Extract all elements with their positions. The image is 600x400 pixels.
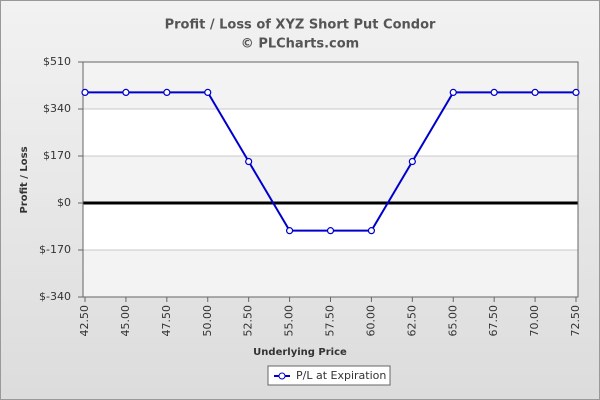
legend-box [267, 365, 391, 386]
y-tick-label: $0 [57, 196, 71, 209]
x-tick-label: 50.00 [201, 305, 214, 337]
x-tick-label: 55.00 [283, 305, 296, 337]
plot-band [83, 156, 578, 203]
x-tick-label: 52.50 [242, 305, 255, 337]
legend-label: P/L at Expiration [296, 369, 386, 382]
y-tick-label: $170 [43, 149, 71, 162]
y-tick-label: $510 [43, 55, 71, 68]
legend: P/L at Expiration [267, 365, 391, 386]
x-tick-label: 70.00 [528, 305, 541, 337]
x-tick-label: 60.00 [364, 305, 377, 337]
y-tick-label: $340 [43, 102, 71, 115]
data-point [204, 88, 212, 97]
legend-marker [278, 372, 286, 380]
x-tick-label: 67.50 [487, 305, 500, 337]
data-point [163, 88, 171, 97]
y-axis-title: Profit / Loss [19, 146, 30, 213]
data-point [81, 88, 89, 97]
y-tick-label: $-340 [39, 290, 71, 303]
x-tick-label: 47.50 [160, 305, 173, 337]
chart-subtitle: © PLCharts.com [241, 37, 359, 52]
data-point [245, 157, 253, 166]
plot-band [83, 250, 578, 297]
x-tick-label: 42.50 [78, 305, 91, 337]
x-axis-title: Underlying Price [253, 347, 347, 358]
data-point [531, 88, 539, 97]
data-point [490, 88, 498, 97]
x-tick-label: 62.50 [405, 305, 418, 337]
plot-band [83, 62, 578, 109]
data-point [285, 227, 294, 235]
data-point [367, 227, 376, 235]
data-point [449, 88, 457, 97]
data-point [326, 227, 335, 235]
y-tick-label: $-170 [39, 243, 71, 256]
x-tick-label: 72.50 [569, 305, 582, 337]
x-tick-label: 57.50 [324, 305, 337, 337]
x-tick-label: 65.00 [446, 305, 459, 337]
x-tick-label: 45.00 [119, 305, 132, 337]
data-point [408, 157, 416, 166]
data-point [572, 88, 580, 97]
data-point [122, 88, 130, 97]
chart-title: Profit / Loss of XYZ Short Put Condor [165, 18, 436, 33]
